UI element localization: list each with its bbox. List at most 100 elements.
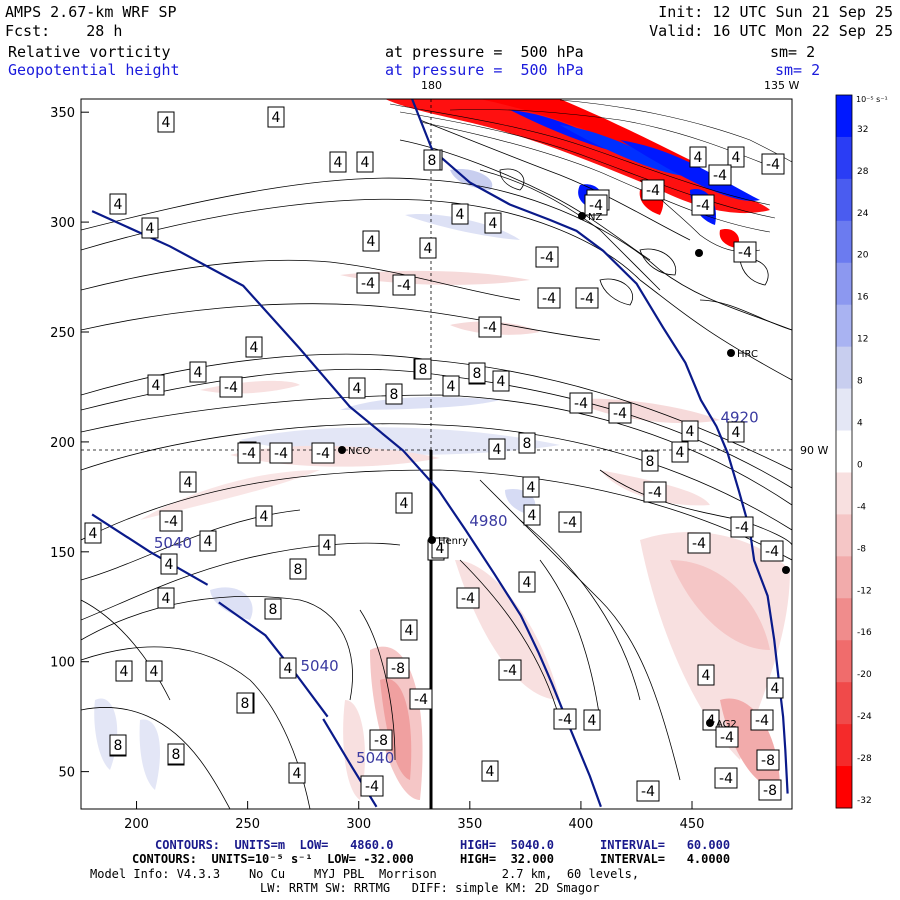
vorticity-label-4: 4 [157, 587, 175, 609]
colorbar-swatch [836, 95, 852, 138]
negative-vorticity-shading [670, 560, 770, 650]
svg-text:8: 8 [114, 738, 123, 754]
vorticity-label-4: 4 [727, 146, 745, 168]
positive-vorticity-shading [94, 698, 118, 770]
vorticity-contour [81, 198, 792, 381]
vorticity-contour [81, 177, 792, 331]
vorticity-label-4: 4 [451, 203, 469, 225]
vorticity-label-neg4: -4 [537, 287, 561, 309]
vorticity-label-neg4: -4 [498, 659, 522, 681]
vorticity-label-neg4: -4 [219, 376, 243, 398]
vorticity-contour [699, 299, 792, 331]
svg-text:4: 4 [367, 234, 376, 250]
vorticity-label-neg4: -4 [687, 532, 711, 554]
svg-text:8: 8 [428, 153, 437, 169]
svg-text:-4: -4 [316, 446, 330, 462]
y-tick-label: 200 [50, 436, 75, 451]
vorticity-contour [599, 469, 792, 546]
svg-text:4: 4 [694, 150, 703, 166]
svg-text:4: 4 [456, 207, 465, 223]
vorticity-label-neg4: -4 [760, 540, 784, 562]
vorticity-label-8: 8 [468, 362, 486, 384]
svg-text:-4: -4 [414, 692, 428, 708]
vorticity-label-neg4: -4 [641, 179, 665, 201]
vorticity-contour [81, 542, 401, 621]
vorticity-label-neg4: -4 [575, 287, 599, 309]
vorticity-label-4: 4 [522, 476, 540, 498]
station-henry: Henry [428, 536, 468, 547]
vorticity-contour [389, 103, 771, 206]
colorbar-swatch [836, 220, 852, 264]
colorbar-tick-label: 16 [857, 293, 869, 303]
svg-text:4: 4 [676, 445, 685, 461]
vorticity-label-4: 4 [157, 111, 175, 133]
svg-text:-4: -4 [542, 291, 556, 307]
negative-vorticity-shading [340, 270, 530, 285]
field2-name: Geopotential height [8, 61, 180, 79]
svg-text:4: 4 [497, 374, 506, 390]
vorticity-label-4: 4 [145, 660, 163, 682]
svg-text:-8: -8 [763, 783, 777, 799]
x-tick-label: 450 [680, 817, 705, 832]
negative-vorticity-shading [455, 560, 560, 700]
svg-text:-4: -4 [696, 198, 710, 214]
intense-vorticity-band [385, 99, 770, 214]
vorticity-contour [399, 139, 651, 261]
vorticity-label-neg4: -4 [159, 510, 183, 532]
svg-text:4: 4 [165, 557, 174, 573]
vorticity-label-neg8: -8 [758, 779, 782, 801]
vorticity-label-4: 4 [395, 492, 413, 514]
y-tick-label: 100 [50, 656, 75, 671]
vorticity-contour [639, 248, 677, 276]
field1-level: at pressure = 500 hPa [385, 43, 584, 61]
colorbar-swatch [836, 262, 852, 306]
vorticity-label-4: 4 [518, 571, 536, 593]
svg-text:4: 4 [400, 496, 409, 512]
vorticity-label-neg4: -4 [360, 775, 384, 797]
vorticity-label-8: 8 [641, 450, 659, 472]
vorticity-contour [81, 646, 311, 809]
svg-text:-4: -4 [713, 168, 727, 184]
colorbar-frame [835, 94, 853, 809]
vorticity-label-4: 4 [356, 151, 374, 173]
svg-text:AG2: AG2 [716, 719, 737, 730]
positive-vorticity-shading [210, 587, 253, 620]
vorticity-label-4: 4 [84, 522, 102, 544]
svg-text:Henry: Henry [438, 536, 468, 547]
colorbar-swatch [836, 598, 852, 641]
svg-text:4: 4 [120, 664, 129, 680]
vorticity-label-4: 4 [583, 709, 601, 731]
svg-text:8: 8 [390, 387, 399, 403]
height-contour-5040 [218, 601, 329, 718]
svg-text:-4: -4 [738, 245, 752, 261]
negative-vorticity-shading [640, 531, 790, 760]
vorticity-label-4: 4 [523, 504, 541, 526]
footer-vort-high: HIGH= 32.000 [460, 852, 554, 866]
vorticity-label-neg4: -4 [750, 709, 774, 731]
vorticity-contour [81, 259, 521, 301]
svg-text:4: 4 [293, 766, 302, 782]
plot-frame [80, 98, 793, 810]
svg-text:-4: -4 [164, 514, 178, 530]
svg-text:-8: -8 [761, 753, 775, 769]
svg-text:4: 4 [250, 340, 259, 356]
field2-smoothing: sm= 2 [775, 61, 821, 79]
field1-name: Relative vorticity [8, 43, 171, 61]
svg-text:4: 4 [771, 681, 780, 697]
footer-physics-info: LW: RRTM SW: RRTMG DIFF: simple KM: 2D S… [260, 881, 600, 895]
svg-text:-4: -4 [646, 183, 660, 199]
svg-text:4: 4 [528, 508, 537, 524]
intense-vorticity-band [620, 140, 760, 201]
station-nco: NCO [338, 446, 370, 457]
svg-text:4: 4 [204, 534, 213, 550]
vorticity-label-4: 4 [442, 375, 460, 397]
svg-text:-4: -4 [224, 380, 238, 396]
svg-text:NCO: NCO [348, 446, 370, 457]
init-time: Init: 12 UTC Sun 21 Sep 25 [658, 3, 893, 21]
svg-text:4: 4 [732, 150, 741, 166]
vorticity-label-4: 4 [481, 760, 499, 782]
colorbar-swatch [836, 724, 852, 767]
vorticity-label-neg4: -4 [733, 241, 757, 263]
svg-text:-8: -8 [374, 733, 388, 749]
svg-text:8: 8 [269, 602, 278, 618]
